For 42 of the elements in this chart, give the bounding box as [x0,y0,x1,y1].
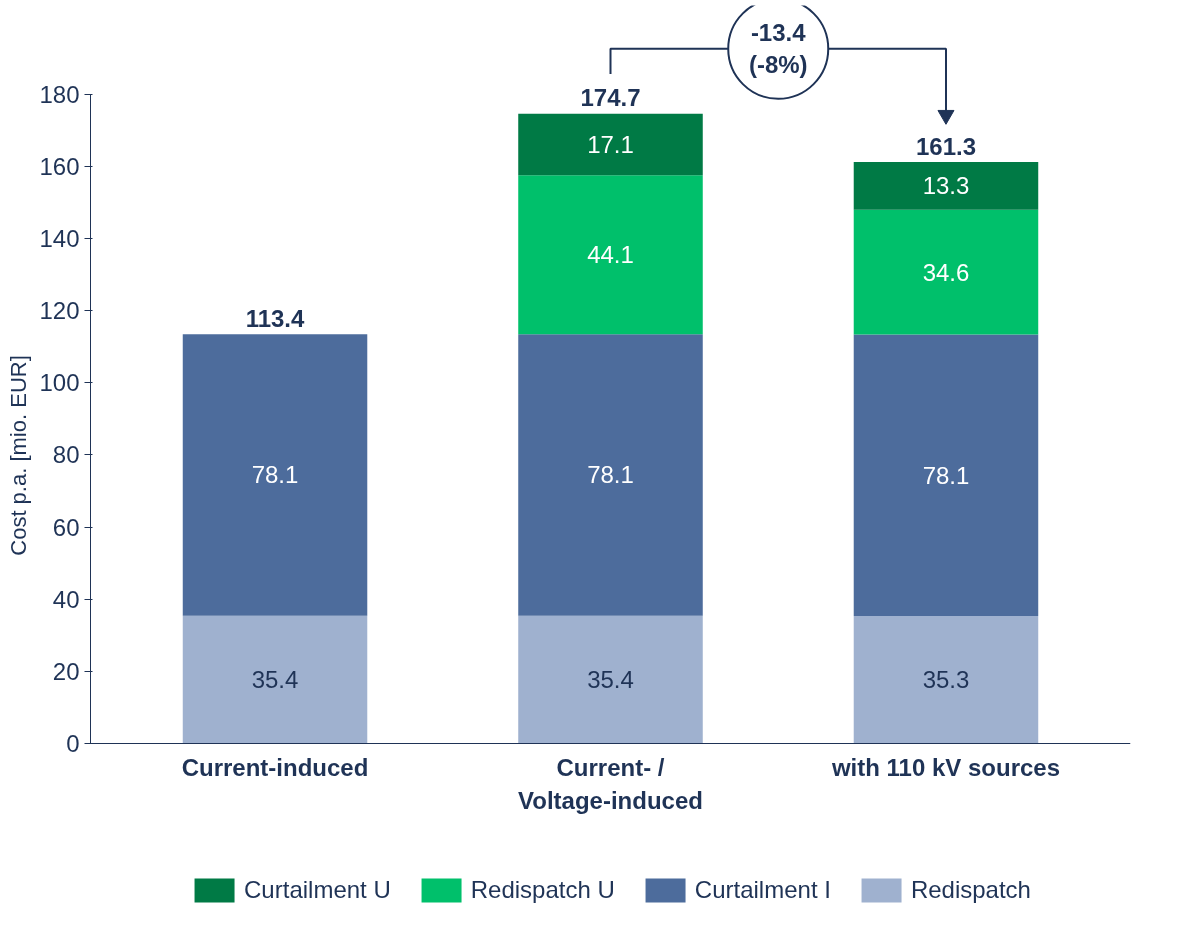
data-label: 17.1 [587,130,634,158]
data-label: 35.4 [587,666,634,694]
legend-label: Redispatch [910,875,1031,905]
legend-label: Redispatch U [470,875,615,905]
data-label: 35.3 [922,666,970,694]
y-tick-label: 120 [39,297,80,325]
y-tick-label: 20 [52,657,80,685]
bar [853,161,1039,210]
legend-label: Curtailment U [244,875,391,905]
y-tick-label: 60 [52,513,80,541]
bar [182,334,368,616]
bar [182,615,368,744]
bar [853,616,1039,744]
legend-label: Curtailment I [694,875,831,905]
data-label: 78.1 [922,461,970,489]
y-tick-label: 40 [52,585,80,613]
y-tick-label: 180 [39,81,80,109]
total-label: 174.7 [580,84,641,112]
x-tick-label: Current-induced [181,754,369,782]
data-label: 34.6 [922,258,970,286]
y-tick-label: 0 [66,729,80,757]
x-tick-label: with 110 kV sources [830,754,1061,782]
total-label: 113.4 [245,305,306,333]
x-tick-label: Current- / Voltage-induced [518,754,703,814]
data-label: 78.1 [251,461,299,489]
bar [518,334,703,616]
data-label: 13.3 [922,172,970,200]
text: -13.4 (-8%) [748,19,808,79]
y-tick-label: 80 [52,441,80,469]
y-axis-title: Cost p.a. [mio. EUR] [6,355,32,556]
y-tick-label: 160 [39,153,80,181]
bar [853,209,1039,335]
total-label: 161.3 [915,132,977,160]
y-tick-label: 140 [39,225,80,253]
data-label: 35.4 [251,666,299,694]
bar [518,615,703,744]
bar [518,113,703,176]
data-label: 44.1 [587,241,634,269]
bar [518,175,703,335]
data-label: 78.1 [587,461,634,489]
y-tick-label: 100 [39,369,80,397]
bar [853,334,1039,617]
